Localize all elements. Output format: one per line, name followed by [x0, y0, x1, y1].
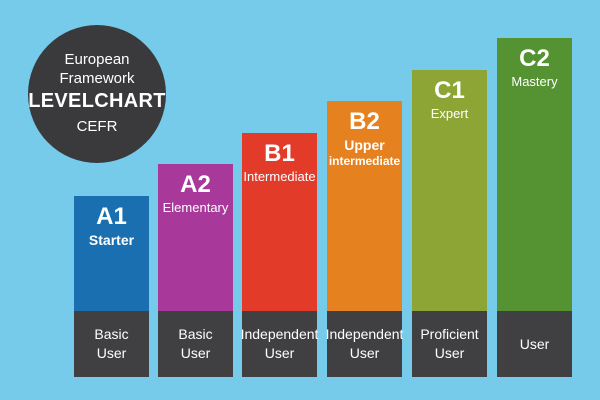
level-name-a2: Elementary	[162, 200, 229, 215]
level-column-a2: A2 Elementary Basic User	[158, 0, 233, 377]
bar-c2: C2 Mastery	[497, 38, 572, 311]
bar-c1: C1 Expert	[412, 70, 487, 311]
user-type-line-c1-2: User	[434, 345, 465, 361]
level-code-a1: A1	[96, 203, 127, 230]
bar-b1: B1 Intermediate	[242, 133, 317, 311]
user-type-line-b2-2: User	[349, 345, 380, 361]
user-type-label-a2: Basic User	[158, 311, 233, 377]
level-code-c2: C2	[519, 45, 550, 72]
level-code-c1: C1	[434, 77, 465, 104]
level-code-a2: A2	[180, 171, 211, 198]
level-name-c2: Mastery	[511, 74, 558, 89]
user-type-label-a1: Basic User	[74, 311, 149, 377]
level-name-b1: Intermediate	[243, 169, 316, 184]
user-type-line-a2-1: Basic	[178, 326, 213, 342]
badge-line-cefr: CEFR	[76, 118, 118, 135]
user-type-line-b1-2: User	[264, 345, 295, 361]
bar-b2: B2 Upper intermediate	[327, 101, 402, 311]
level-column-a1: A1 Starter Basic User	[74, 0, 149, 377]
bar-a1: A1 Starter	[74, 196, 149, 311]
user-type-line-b2-1: Independent	[325, 326, 404, 342]
level-name-b2-line-2: intermediate	[328, 154, 401, 168]
badge-line-framework: Framework	[59, 70, 135, 87]
level-name-a1: Starter	[88, 232, 135, 248]
user-type-line-b1-1: Independent	[240, 326, 319, 342]
level-code-b1: B1	[264, 140, 295, 167]
badge-line-european: European	[64, 51, 130, 68]
user-type-label-c1: Proficient User	[412, 311, 487, 377]
user-type-label-b1: Independent User	[241, 311, 319, 377]
title-badge: European Framework LEVELCHART CEFR	[28, 25, 166, 163]
user-type-text-b1: Independent User	[241, 325, 319, 363]
user-type-label-b2: Independent User	[326, 311, 404, 377]
bar-a2: A2 Elementary	[158, 164, 233, 311]
user-type-line-c1-1: Proficient	[420, 326, 479, 342]
user-type-label-c2: User	[497, 311, 572, 377]
user-type-text-a2: Basic User	[178, 325, 212, 363]
level-column-b1: B1 Intermediate Independent User	[241, 0, 319, 377]
user-type-text-a1: Basic User	[94, 325, 128, 363]
user-type-text-c1: Proficient User	[420, 325, 478, 363]
level-name-b2-line-1: Upper	[344, 137, 385, 153]
level-name-c1: Expert	[430, 106, 469, 121]
level-column-c1: C1 Expert Proficient User	[412, 0, 487, 377]
user-type-text-b2: Independent User	[326, 325, 404, 363]
level-code-b2: B2	[349, 108, 380, 135]
user-type-line-c2-1: User	[519, 335, 550, 352]
user-type-text-c2: User	[520, 335, 550, 354]
level-column-b2: B2 Upper intermediate Independent User	[326, 0, 404, 377]
user-type-line-a1-2: User	[96, 345, 127, 361]
user-type-line-a1-1: Basic	[94, 326, 129, 342]
level-column-c2: C2 Mastery User	[497, 0, 572, 377]
user-type-line-a2-2: User	[180, 345, 211, 361]
badge-line-levelchart: LEVELCHART	[28, 90, 166, 112]
